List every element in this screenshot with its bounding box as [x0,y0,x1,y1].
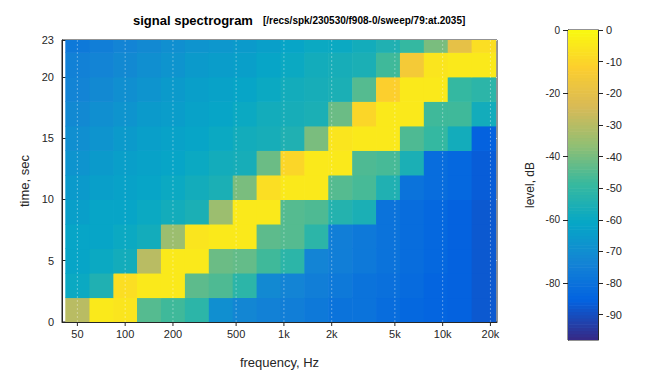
svg-text:[/recs/spk/230530/f908-0/sweep: [/recs/spk/230530/f908-0/sweep/79:at.203… [263,15,465,26]
svg-text:10: 10 [42,193,54,205]
svg-text:-60: -60 [606,214,622,226]
svg-text:5k: 5k [389,328,401,340]
svg-text:-20: -20 [546,88,561,99]
svg-text:0: 0 [606,24,612,36]
svg-text:signal spectrogram: signal spectrogram [133,13,253,28]
svg-text:-10: -10 [606,56,622,68]
svg-text:-30: -30 [606,119,622,131]
svg-text:level, dB: level, dB [523,162,537,208]
svg-text:23: 23 [42,34,54,46]
svg-text:500: 500 [227,328,245,340]
svg-text:200: 200 [164,328,182,340]
svg-text:1k: 1k [278,328,290,340]
svg-text:frequency, Hz: frequency, Hz [240,355,319,370]
svg-text:-90: -90 [606,309,622,321]
svg-text:10k: 10k [434,328,452,340]
svg-text:time, sec: time, sec [17,154,32,207]
svg-text:20k: 20k [482,328,500,340]
svg-text:100: 100 [116,328,134,340]
svg-text:2k: 2k [326,328,338,340]
svg-text:5: 5 [48,255,54,267]
svg-text:-20: -20 [606,87,622,99]
svg-text:-80: -80 [546,278,561,289]
svg-text:-50: -50 [606,182,622,194]
svg-text:0: 0 [48,316,54,328]
svg-text:50: 50 [71,328,83,340]
svg-text:15: 15 [42,132,54,144]
svg-text:-70: -70 [606,245,622,257]
svg-text:20: 20 [42,71,54,83]
svg-text:-40: -40 [606,151,622,163]
svg-text:0: 0 [554,25,560,36]
svg-text:-60: -60 [546,214,561,225]
svg-text:-80: -80 [606,277,622,289]
svg-text:-40: -40 [546,151,561,162]
